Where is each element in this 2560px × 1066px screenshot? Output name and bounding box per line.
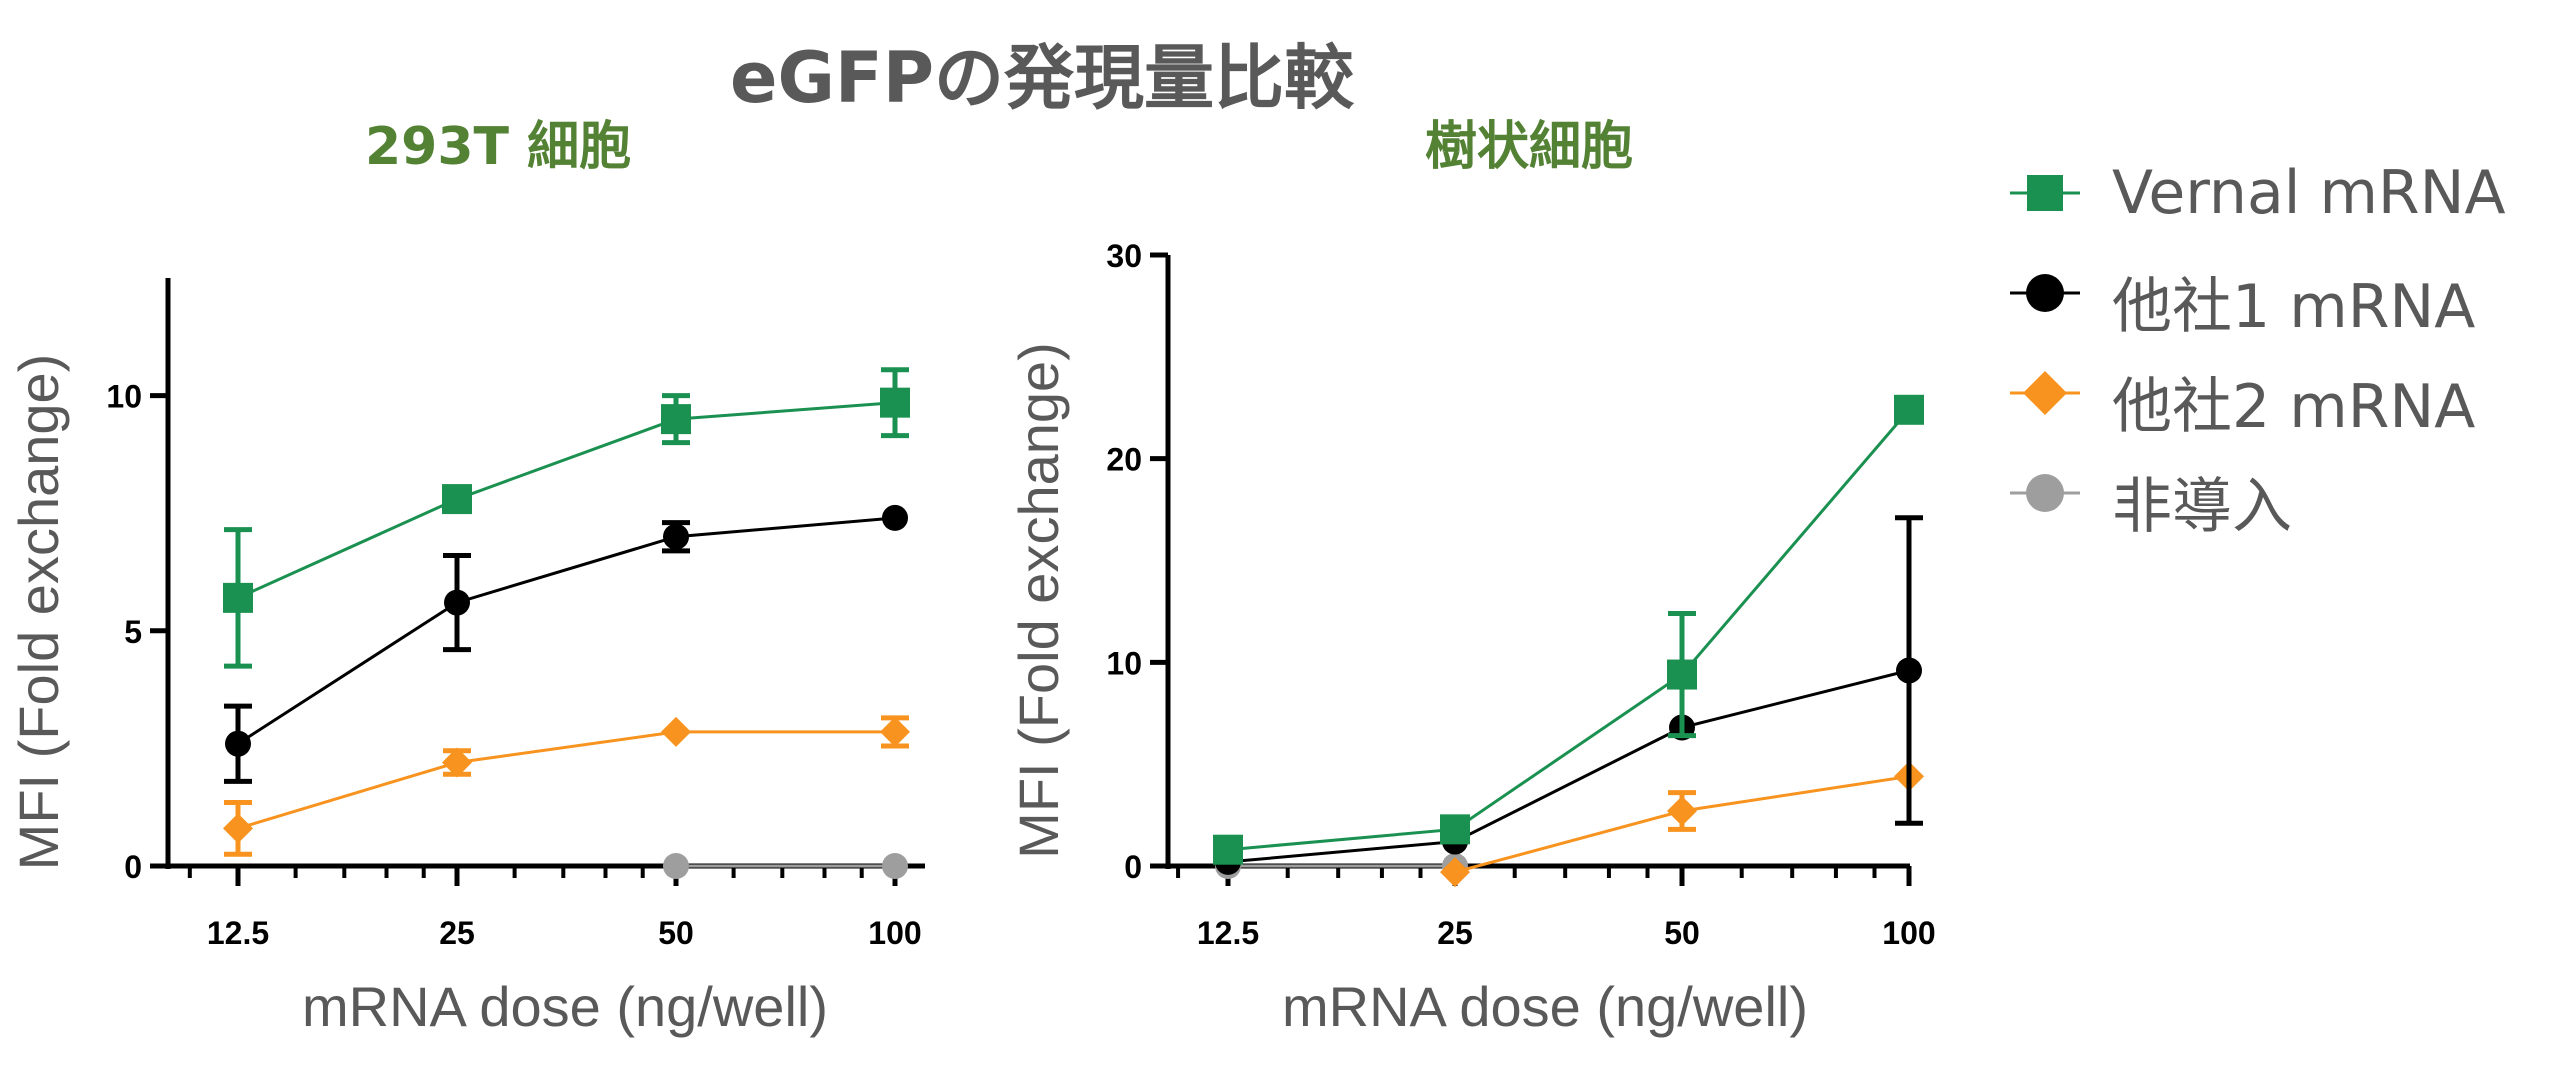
legend-marker-square-icon — [2010, 175, 2080, 211]
y-tick-label: 20 — [1106, 442, 1142, 478]
data-point — [223, 582, 253, 613]
series-line — [1227, 408, 1911, 852]
chart2-title: 樹状細胞 — [1425, 117, 1634, 177]
data-point — [225, 730, 251, 757]
y-axis-label: MFI (Fold exchange) — [1007, 342, 1070, 859]
data-point — [1896, 657, 1922, 684]
y-tick-label: 0 — [124, 849, 142, 885]
series-line — [237, 516, 896, 745]
x-axis-label: mRNA dose (ng/well) — [1282, 975, 1808, 1038]
y-axis-label: MFI (Fold exchange) — [7, 354, 70, 871]
legend-marker-circle-icon — [2010, 274, 2080, 312]
x-tick-label: 50 — [1664, 915, 1700, 951]
series-line — [1227, 669, 1910, 864]
data-point — [1440, 814, 1470, 845]
x-tick-label: 25 — [439, 915, 475, 951]
data-point — [442, 747, 472, 778]
series-line — [237, 401, 896, 600]
data-point — [882, 504, 908, 531]
data-point — [223, 813, 253, 844]
y-tick-label: 0 — [1124, 849, 1142, 885]
x-tick-label: 50 — [658, 915, 694, 951]
data-point — [882, 853, 908, 879]
legend: Vernal mRNA 他社1 mRNA 他社2 mRNA 非導入 — [2010, 150, 2550, 550]
data-point — [663, 523, 689, 550]
data-point — [880, 716, 910, 747]
data-point — [663, 853, 689, 879]
legend-item-company1: 他社1 mRNA — [2010, 250, 2550, 350]
data-point — [661, 716, 691, 747]
legend-label: 非導入 — [2112, 472, 2292, 542]
main-title: eGFPの発現量比較 — [730, 37, 1355, 119]
data-point — [661, 404, 691, 435]
legend-label: Vernal mRNA — [2112, 158, 2506, 228]
legend-label: 他社2 mRNA — [2112, 372, 2476, 442]
series-line — [237, 730, 895, 830]
legend-item-vernal: Vernal mRNA — [2010, 150, 2550, 250]
legend-label: 他社1 mRNA — [2112, 272, 2476, 342]
y-tick-label: 10 — [106, 379, 142, 415]
data-point — [1440, 857, 1470, 888]
data-point — [1894, 394, 1924, 425]
x-tick-label: 25 — [1437, 915, 1473, 951]
x-tick-label: 12.5 — [1197, 915, 1259, 951]
legend-marker-circle-icon — [2010, 474, 2080, 512]
y-tick-label: 30 — [1106, 238, 1142, 274]
data-point — [442, 484, 472, 515]
data-point — [880, 387, 910, 418]
data-point — [1667, 796, 1697, 827]
legend-item-untransfected: 非導入 — [2010, 450, 2550, 550]
data-point — [444, 589, 470, 616]
legend-item-company2: 他社2 mRNA — [2010, 350, 2550, 450]
data-point — [1213, 834, 1243, 865]
y-tick-label: 10 — [1106, 645, 1142, 681]
x-tick-label: 100 — [868, 915, 921, 951]
x-axis-label: mRNA dose (ng/well) — [302, 975, 828, 1038]
y-tick-label: 5 — [124, 614, 142, 650]
chart1-title: 293T 細胞 — [365, 117, 632, 177]
x-tick-label: 12.5 — [207, 915, 269, 951]
x-tick-label: 100 — [1882, 915, 1935, 951]
data-point — [1667, 659, 1697, 690]
legend-marker-diamond-icon — [2010, 371, 2080, 415]
